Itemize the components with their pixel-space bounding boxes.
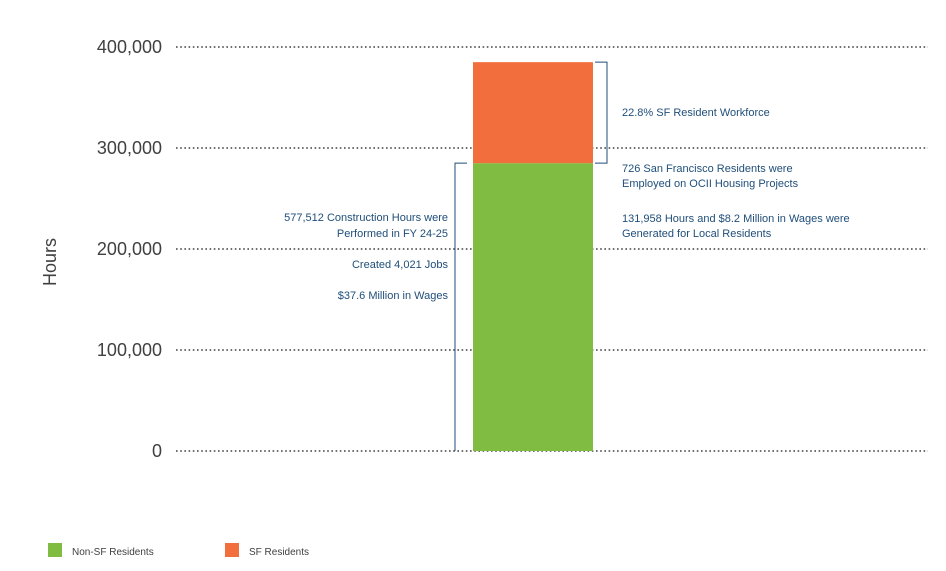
stacked-bar xyxy=(473,62,593,451)
bar-segment-non-sf xyxy=(473,163,593,451)
legend: Non-SF Residents SF Residents xyxy=(48,543,309,558)
annotation-left-text: $37.6 Million in Wages xyxy=(338,290,449,302)
left-bracket xyxy=(454,162,467,451)
annotation-right-text: 131,958 Hours and $8.2 Million in Wages … xyxy=(622,213,850,225)
legend-swatch xyxy=(225,543,239,557)
annotation-left-text: Performed in FY 24-25 xyxy=(337,228,448,240)
legend-label: SF Residents xyxy=(249,547,309,558)
annotation-right-text: Generated for Local Residents xyxy=(622,228,772,240)
annotation-left-text: Created 4,021 Jobs xyxy=(352,259,449,271)
y-tick-label: 0 xyxy=(152,441,162,461)
y-tick-label: 300,000 xyxy=(97,138,162,158)
annotation-right-text: Employed on OCII Housing Projects xyxy=(622,178,799,190)
y-tick-label: 100,000 xyxy=(97,340,162,360)
annotation-brackets xyxy=(454,61,608,451)
right-bracket xyxy=(595,61,608,164)
legend-swatch xyxy=(48,543,62,557)
y-axis-label: Hours xyxy=(40,238,60,286)
legend-label: Non-SF Residents xyxy=(72,547,154,558)
y-tick-label: 400,000 xyxy=(97,37,162,57)
annotation-right-text: 726 San Francisco Residents were xyxy=(622,163,793,175)
annotation-left-text: 577,512 Construction Hours were xyxy=(284,212,448,224)
annotation-right-text: 22.8% SF Resident Workforce xyxy=(622,107,770,119)
y-axis-ticks: 0 100,000 200,000 300,000 400,000 xyxy=(97,37,162,461)
y-tick-label: 200,000 xyxy=(97,239,162,259)
annotations: 577,512 Construction Hours were Performed… xyxy=(284,107,850,302)
gridlines xyxy=(176,46,928,452)
bar-segment-sf xyxy=(473,62,593,164)
